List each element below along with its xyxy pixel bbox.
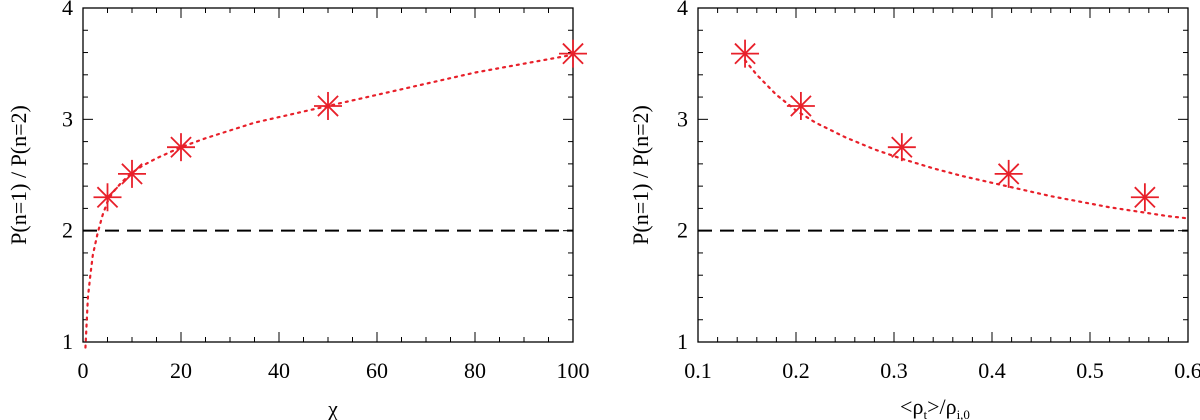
left-axes-box (82, 7, 574, 343)
right-x-axis-title-mid: >/ρ (927, 394, 957, 419)
right-x-tick-label: 0.1 (684, 358, 712, 383)
right-axes-box (697, 7, 1189, 343)
right-y-tick-label: 4 (677, 0, 688, 20)
left-data-point (314, 91, 342, 120)
right-fit-curve (743, 59, 1190, 220)
right-data-point (887, 133, 916, 162)
left-x-tick-label: 40 (268, 358, 290, 383)
right-panel: 0.1 0.2 0.3 0.4 0.5 0.6 1 2 3 4 <ρt>/ρi,0 P(n=1) … (628, 0, 1200, 420)
left-x-tick-label: 60 (366, 358, 388, 383)
right-x-tick-label: 0.3 (880, 358, 908, 383)
left-marker-stroke (170, 136, 192, 158)
right-marker-stroke (790, 95, 812, 117)
right-plot-frame (697, 7, 1189, 343)
right-ticks (698, 8, 1188, 342)
left-marker-stroke (562, 42, 584, 65)
left-x-tick-label: 80 (464, 358, 486, 383)
left-marker-stroke (121, 163, 143, 185)
right-y-tick-label: 2 (677, 218, 688, 243)
right-x-tick-label: 0.5 (1076, 358, 1104, 383)
right-data-point (994, 159, 1023, 188)
right-x-axis-title-open: <ρ (900, 394, 923, 419)
left-y-tick-label: 4 (62, 0, 73, 20)
left-ticks (83, 8, 573, 342)
right-data-points (731, 39, 1159, 212)
right-x-tick-label: 0.6 (1174, 358, 1200, 383)
right-marker-stroke (1134, 186, 1156, 208)
left-x-axis-title: χ (327, 396, 338, 420)
left-y-tick-label: 1 (62, 329, 73, 354)
right-x-tick-label: 0.2 (782, 358, 810, 383)
left-marker-stroke (317, 95, 339, 117)
left-fit-curve (84, 53, 575, 349)
right-marker-stroke (734, 42, 756, 65)
left-data-point (167, 133, 195, 162)
left-x-tick-label: 100 (557, 358, 590, 383)
left-fit-curve-group (84, 53, 575, 349)
left-data-point (559, 39, 587, 68)
left-x-tick-label: 0 (78, 358, 89, 383)
right-x-axis-title-sub1: t (923, 407, 927, 420)
left-x-tick-label: 20 (170, 358, 192, 383)
left-tick-labels: 0 20 40 60 80 100 1 2 3 4 (62, 0, 590, 383)
left-y-axis-title: P(n=1) / P(n=2) (6, 105, 31, 245)
left-data-point (93, 183, 122, 212)
left-plot-frame (82, 7, 574, 343)
left-panel: 0 20 40 60 80 100 1 2 3 4 χ P(n=1) / P(n=2) (6, 0, 590, 420)
left-data-point (118, 159, 146, 188)
right-data-point (1130, 183, 1159, 212)
right-y-axis-title: P(n=1) / P(n=2) (628, 105, 653, 245)
left-y-tick-label: 3 (62, 106, 73, 131)
right-marker-stroke (891, 136, 913, 158)
right-fit-curve-group (743, 59, 1190, 220)
right-tick-labels: 0.1 0.2 0.3 0.4 0.5 0.6 1 2 3 4 (677, 0, 1200, 383)
right-data-point (786, 91, 815, 120)
right-x-tick-label: 0.4 (978, 358, 1006, 383)
left-y-tick-label: 2 (62, 218, 73, 243)
left-marker-stroke (96, 186, 119, 208)
right-data-point (731, 39, 760, 68)
right-y-tick-label: 1 (677, 329, 688, 354)
right-y-tick-label: 3 (677, 106, 688, 131)
right-marker-stroke (997, 163, 1020, 185)
right-x-axis-title-sub2: i,0 (957, 407, 970, 420)
left-data-points (93, 39, 587, 212)
right-x-axis-title: <ρt>/ρi,0 (900, 394, 970, 420)
